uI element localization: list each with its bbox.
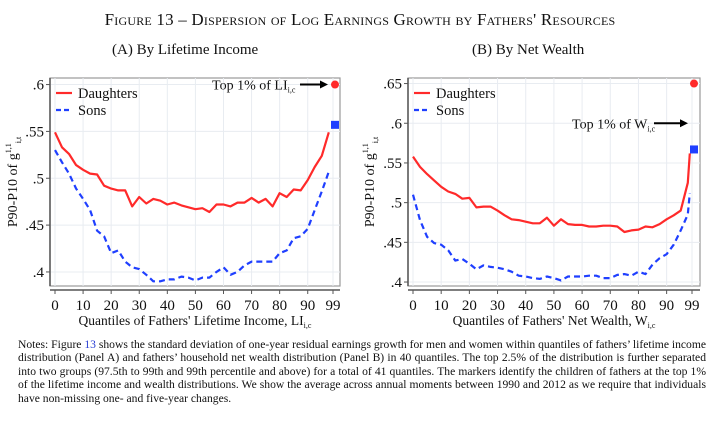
panel-b-ytick-label: .6 [391,116,403,132]
panel-b-ytick-label: .55 [383,156,402,172]
figure-title: Figure 13 – Dispersion of Log Earnings G… [0,10,720,30]
panel-b-y-axis-label-sub: i,t [371,136,380,143]
figure-reference-link[interactable]: 13 [84,338,96,351]
panel-b-xtick-label: 10 [434,298,449,314]
figure-title-text: Dispersion of Log Earnings Growth by Fat… [191,10,616,29]
panel-b-xtick-label: 30 [490,298,505,314]
panel-a-series-sons [54,149,330,283]
panel-a-ytick-label: .55 [25,124,44,140]
panel-b-series-daughters [412,153,691,234]
figure-title-dash: – [178,10,192,29]
panel-a-xtick-label: 10 [76,298,91,314]
legend-label-daughters: Daughters [78,86,138,102]
panel-a-xtick-label: 20 [104,298,119,314]
legend-label-daughters: Daughters [436,86,496,102]
panel-a-xtick-label: 0 [51,298,59,314]
panel-b-xtick-label: 70 [603,298,618,314]
panel-b-xtick-label: 99 [685,298,700,314]
panel-b-annotation: Top 1% of Wi,c [572,117,656,133]
panel-b-ytick-label: .45 [383,235,402,251]
panel-a-title-text: By Lifetime Income [136,42,259,58]
panel-a-xtick-label: 60 [216,298,231,314]
panel-b-label: (B) [472,42,492,58]
panel-a-ytick-label: .45 [25,218,44,234]
panel-b-xtick-label: 90 [659,298,674,314]
panel-a-series-daughters [54,131,330,214]
panel-b-annotation-sub: i,c [647,124,655,133]
panel-a-xtick-label: 80 [272,298,287,314]
panel-a-top1-marker-daughters [331,80,339,89]
panel-b-arrow-head-icon [680,119,688,128]
notes-prefix: Notes: Figure [18,338,85,351]
panel-b-top1-marker-sons [690,145,698,154]
panel-b-title-text: By Net Wealth [495,42,585,58]
panel-a-chart: .4 .45 .5 .55 .6 0 10 20 30 40 50 60 70 80 90 99 Quantil… [4,77,341,330]
panel-b-xtick-label: 60 [575,298,590,314]
panel-b-chart: .4 .45 .5 .55 .6 .65 0 10 20 30 40 50 60 70 80 90 99 Quan… [361,77,701,330]
panel-a-ytick-label: .6 [33,78,45,94]
panel-b-xtick-label: 40 [518,298,533,314]
panel-a-xtick-label: 30 [132,298,147,314]
panel-a-ytick-label: .5 [33,171,44,187]
legend-label-sons: Sons [436,103,465,119]
panel-b-x-axis-label: Quantiles of Fathers' Net Wealth, Wi,c [453,313,656,330]
panel-b-xtick-label: 50 [546,298,561,314]
panel-a-xtick-label: 50 [188,298,203,314]
panel-a-annotation: Top 1% of LIi,c [212,79,296,95]
panel-b-y-axis-label: P90-P10 of g1,1i,t [361,136,380,227]
panel-a-y-axis-label-sup: 1,1 [4,143,13,153]
panel-b-ytick-label: .4 [391,275,403,291]
panel-b-title: (B) By Net Wealth [472,42,584,59]
panel-b-ytick-label: .65 [383,77,402,93]
panel-b-top1-marker-daughters [690,79,698,88]
panel-b-xtick-label: 0 [409,298,417,314]
panel-a-annotation-sub: i,c [288,86,296,95]
panel-a-y-axis-label: P90-P10 of g1,1i,t [4,136,23,227]
figure-notes: Notes: Figure 13 shows the standard devi… [18,338,706,405]
panel-a-x-axis-label: Quantiles of Fathers' Lifetime Income, L… [79,313,312,330]
figure-label: Figure 13 [104,10,174,29]
panel-b-ytick-label: .5 [391,196,402,212]
panel-a-y-axis-label-sub: i,t [14,136,23,143]
panel-a-arrow-head-icon [320,80,328,89]
legend-label-sons: Sons [78,103,107,119]
notes-body: shows the standard deviation of one-year… [18,338,706,405]
panel-b-x-axis-label-sub: i,c [648,321,656,330]
panel-b-xtick-label: 20 [462,298,477,314]
panel-a-title: (A) By Lifetime Income [112,42,258,59]
panel-a-xtick-label: 99 [326,298,341,314]
panel-a-xtick-label: 70 [244,298,259,314]
panel-a-x-axis-label-sub: i,c [304,321,312,330]
panel-b-xtick-label: 80 [631,298,646,314]
panel-a-xtick-label: 90 [300,298,315,314]
panel-a-ytick-label: .4 [33,265,45,281]
panel-a-top1-marker-sons [331,120,339,129]
panel-a-xtick-label: 40 [160,298,175,314]
panel-b-y-axis-label-sup: 1,1 [361,143,370,153]
panel-a-label: (A) [112,42,133,58]
